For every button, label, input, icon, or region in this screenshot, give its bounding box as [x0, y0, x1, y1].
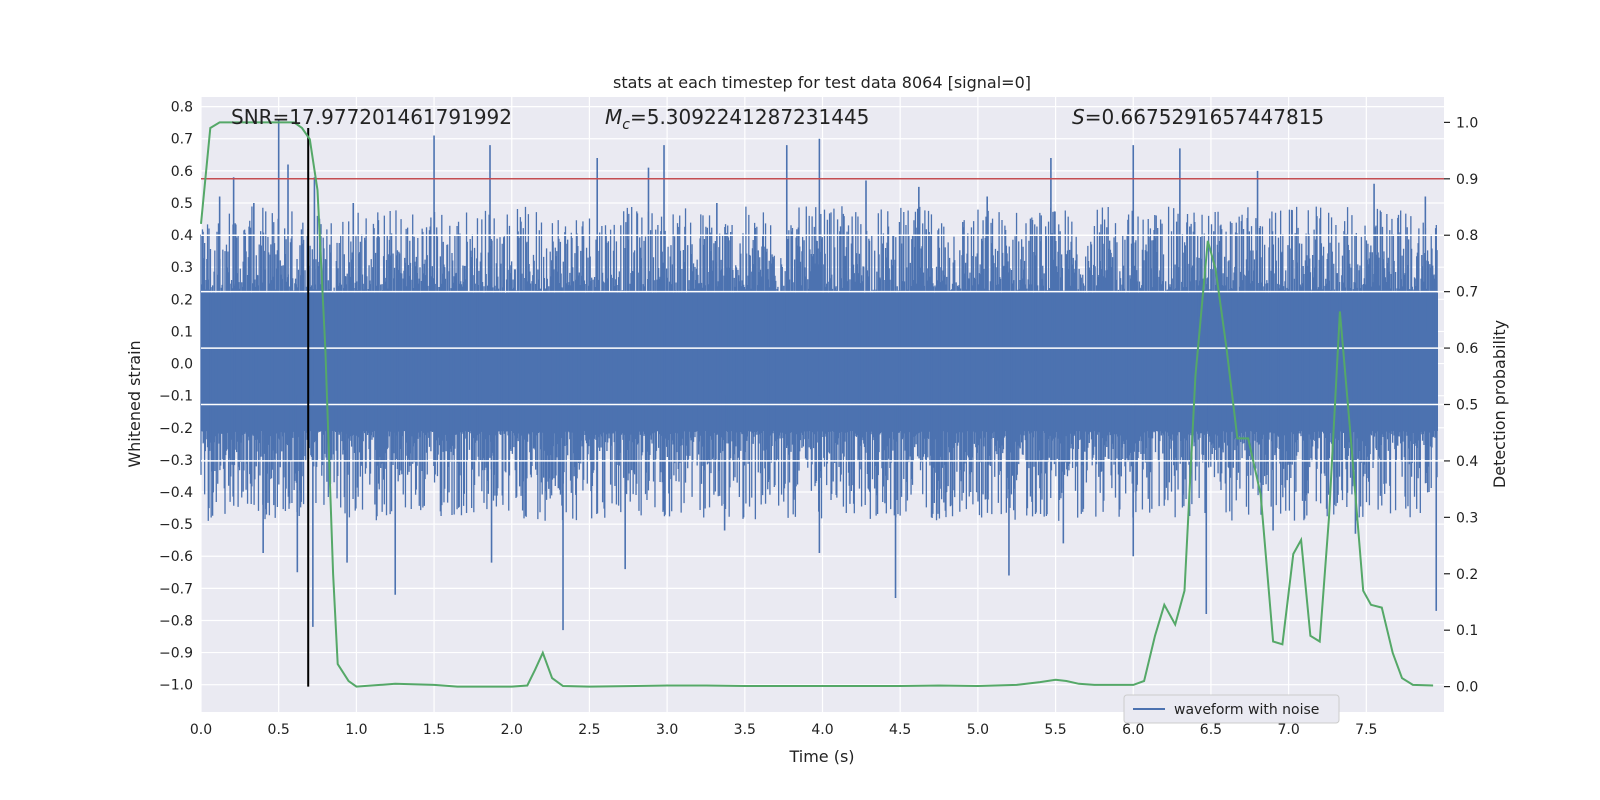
y-tick-label-0: 0.8 — [171, 100, 193, 116]
y2-axis-ticks: 1.0 0.9 0.8 0.7 0.6 0.5 0.4 0.3 0.2 0.1 0.0 — [1444, 115, 1478, 696]
x-tick-label-6: 3.0 — [656, 722, 678, 738]
mc-subscript: c — [622, 117, 630, 133]
y-tick-label-11: −0.3 — [159, 453, 193, 469]
horizontal-white-grid-overlay — [201, 234, 1444, 462]
waveform-peaks — [218, 119, 1438, 631]
x-tick-label-4: 2.0 — [501, 722, 523, 738]
legend: waveform with noise — [1123, 694, 1340, 724]
s-annotation: S=0.6675291657447815 — [1072, 105, 1324, 129]
y-tick-label-15: −0.7 — [159, 581, 193, 597]
y2-tick-label-6: 0.4 — [1456, 454, 1478, 470]
x-tick-label-11: 5.5 — [1044, 722, 1066, 738]
y-tick-label-3: 0.5 — [171, 196, 193, 212]
y-tick-label-10: −0.2 — [159, 421, 193, 437]
y2-tick-label-7: 0.3 — [1456, 510, 1478, 526]
y-tick-label-6: 0.2 — [171, 292, 193, 308]
y-tick-label-18: −1.0 — [159, 678, 193, 694]
y-tick-label-1: 0.7 — [171, 132, 193, 148]
legend-entry-waveform: waveform with noise — [1174, 702, 1319, 718]
y2-tick-label-8: 0.2 — [1456, 567, 1478, 583]
y-tick-label-12: −0.4 — [159, 485, 193, 501]
y-tick-label-7: 0.1 — [171, 324, 193, 340]
x-tick-label-13: 6.5 — [1200, 722, 1222, 738]
y2-tick-label-1: 0.9 — [1456, 172, 1478, 188]
x-axis-label: Time (s) — [788, 747, 854, 766]
snr-annotation: SNR=17.977201461791992 — [231, 105, 512, 129]
mc-annotation: Mc=5.3092241287231445 — [605, 105, 869, 133]
y-tick-label-9: −0.1 — [159, 389, 193, 405]
y-tick-label-14: −0.6 — [159, 549, 193, 565]
x-tick-label-14: 7.0 — [1277, 722, 1299, 738]
y-tick-label-13: −0.5 — [159, 517, 193, 533]
y2-tick-label-2: 0.8 — [1456, 228, 1478, 244]
y-tick-label-16: −0.8 — [159, 613, 193, 629]
mc-symbol: M — [605, 105, 622, 129]
x-tick-label-15: 7.5 — [1355, 722, 1377, 738]
x-tick-label-9: 4.5 — [889, 722, 911, 738]
x-tick-label-2: 1.0 — [345, 722, 367, 738]
x-axis-ticks: 0.0 0.5 1.0 1.5 2.0 2.5 3.0 3.5 4.0 4.5 5.0 5.5 6.0 6… — [190, 722, 1378, 738]
x-tick-label-8: 4.0 — [811, 722, 833, 738]
x-tick-label-5: 2.5 — [578, 722, 600, 738]
x-tick-label-0: 0.0 — [190, 722, 212, 738]
y-tick-label-2: 0.6 — [171, 164, 193, 180]
y-tick-label-17: −0.9 — [159, 646, 193, 662]
y2-tick-label-3: 0.7 — [1456, 285, 1478, 301]
x-tick-label-7: 3.5 — [734, 722, 756, 738]
detection-probability-line — [200, 121, 1434, 688]
y-tick-label-5: 0.3 — [171, 260, 193, 276]
legend-box — [1123, 694, 1340, 724]
y2-tick-label-5: 0.5 — [1456, 398, 1478, 414]
mc-value: =5.3092241287231445 — [630, 105, 869, 129]
chart-title: stats at each timestep for test data 806… — [613, 73, 1031, 92]
y-tick-label-8: 0.0 — [171, 357, 193, 373]
y-tick-label-4: 0.4 — [171, 228, 193, 244]
y2-tick-label-10: 0.0 — [1456, 680, 1478, 696]
s-value: =0.6675291657447815 — [1085, 105, 1324, 129]
x-tick-label-1: 0.5 — [268, 722, 290, 738]
x-tick-label-3: 1.5 — [423, 722, 445, 738]
y2-tick-label-9: 0.1 — [1456, 623, 1478, 639]
y-axis-label: Whitened strain — [125, 340, 144, 467]
y2-axis-label: Detection probability — [1490, 320, 1509, 488]
s-symbol: S — [1072, 105, 1085, 129]
y2-tick-label-4: 0.6 — [1456, 341, 1478, 357]
y-axis-ticks: 0.8 0.7 0.6 0.5 0.4 0.3 0.2 0.1 0.0 −0.1 −0.2 −0.3 −… — [159, 100, 193, 694]
x-tick-label-10: 5.0 — [967, 722, 989, 738]
x-tick-label-12: 6.0 — [1122, 722, 1144, 738]
y2-tick-label-0: 1.0 — [1456, 115, 1478, 131]
